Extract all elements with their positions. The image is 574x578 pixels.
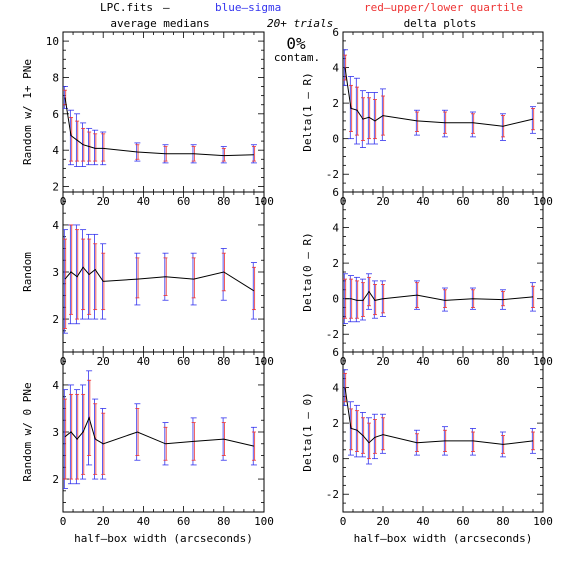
x-tick-label: 80 [217, 515, 230, 528]
y-tick-label: 0 [332, 293, 339, 306]
x-tick-label: 60 [456, 195, 469, 208]
x-tick-label: 60 [177, 195, 190, 208]
x-tick-label: 80 [496, 515, 509, 528]
x-tick-label: 40 [137, 355, 150, 368]
x-axis-label: half–box width (arcseconds) [354, 532, 533, 545]
y-tick-label: 2 [52, 313, 59, 326]
trials-label: 20+ trials [267, 17, 333, 30]
y-axis-label: Delta(1 – 0) [301, 392, 314, 471]
panel-frame [342, 191, 544, 353]
plot-area [63, 370, 257, 489]
y-tick-label: 3 [52, 266, 59, 279]
median-line [344, 67, 534, 127]
x-tick-label: 80 [496, 195, 509, 208]
y-tick-label: 0 [332, 133, 339, 146]
header-dash: – [163, 1, 170, 14]
right-column-title: delta plots [404, 17, 477, 30]
y-tick-label: 4 [332, 382, 339, 395]
panel-left-bottom: 0 20 40 60 80 100 2 3 4 Random w/ 0 PNe half–box w… [21, 351, 274, 545]
x-tick-label: 40 [137, 195, 150, 208]
plot-area [63, 224, 257, 334]
y-tick-label: -2 [326, 328, 339, 341]
median-line [345, 290, 534, 301]
x-tick-label: 0 [60, 515, 67, 528]
x-tick-label: 100 [533, 515, 553, 528]
x-tick-label: 0 [340, 515, 347, 528]
x-tick-label: 20 [97, 195, 110, 208]
y-tick-label: 4 [52, 144, 59, 157]
y-tick-label: 2 [52, 181, 59, 194]
x-tick-label: 60 [456, 355, 469, 368]
x-axis-label: half–box width (arcseconds) [74, 532, 253, 545]
y-tick-label: 6 [332, 346, 339, 359]
plot-area [63, 86, 257, 167]
median-line [64, 97, 254, 157]
x-tick-label: 80 [496, 355, 509, 368]
x-tick-label: 20 [376, 515, 389, 528]
file-label: LPC.fits [100, 1, 153, 14]
x-tick-label: 80 [217, 195, 230, 208]
y-tick-label: 6 [52, 108, 59, 121]
median-line [64, 266, 255, 292]
plot-area [343, 369, 536, 465]
y-axis-label: Delta(1 – R) [301, 72, 314, 151]
y-tick-label: -2 [326, 488, 339, 501]
y-tick-label: 2 [52, 473, 59, 486]
x-tick-label: 60 [456, 515, 469, 528]
x-tick-label: 60 [177, 515, 190, 528]
x-tick-label: 40 [416, 355, 429, 368]
plot-area [343, 49, 536, 148]
x-tick-label: 20 [97, 355, 110, 368]
y-tick-label: 2 [332, 257, 339, 270]
y-axis-label: Random [21, 252, 34, 292]
y-tick-label: 3 [52, 426, 59, 439]
y-tick-label: 8 [52, 71, 59, 84]
panel-frame [62, 191, 265, 353]
y-axis-label: Delta(0 – R) [301, 232, 314, 311]
y-axis-label: Random w/ 1+ PNe [21, 59, 34, 165]
y-tick-label: 4 [332, 222, 339, 235]
y-tick-label: 4 [52, 379, 59, 392]
left-column-title: average medians [110, 17, 209, 30]
x-tick-label: 100 [254, 515, 274, 528]
y-tick-label: 4 [52, 219, 59, 232]
x-tick-label: 20 [376, 355, 389, 368]
red-quartile-label: red–upper/lower quartile [364, 1, 523, 14]
contam-value: 0% [286, 34, 306, 53]
panel-frame [62, 31, 265, 193]
x-tick-label: 60 [177, 355, 190, 368]
x-tick-label: 40 [137, 515, 150, 528]
y-tick-label: 4 [332, 62, 339, 75]
y-tick-label: 0 [332, 453, 339, 466]
panel-frame [342, 351, 544, 513]
blue-sigma-label: blue–sigma [215, 1, 281, 14]
header: LPC.fits – blue–sigma red–upper/lower qu… [100, 1, 523, 64]
panel-right-bottom: 0 20 40 60 80 100 -2 0 2 4 6 Delta(1 – 0) half–box w… [301, 346, 553, 545]
y-tick-label: 6 [332, 186, 339, 199]
y-axis-label: Random w/ 0 PNe [21, 382, 34, 481]
x-tick-label: 80 [217, 355, 230, 368]
contam-label: contam. [274, 51, 320, 64]
x-tick-label: 40 [416, 515, 429, 528]
y-tick-label: 10 [46, 35, 59, 48]
x-tick-label: 20 [97, 515, 110, 528]
median-line [64, 416, 255, 447]
y-tick-label: -2 [326, 168, 339, 181]
y-tick-label: 6 [332, 26, 339, 39]
median-line [344, 387, 534, 445]
x-tick-label: 20 [376, 195, 389, 208]
y-tick-label: 2 [332, 417, 339, 430]
y-tick-label: 2 [332, 97, 339, 110]
plot-area [343, 273, 536, 324]
x-tick-label: 40 [416, 195, 429, 208]
